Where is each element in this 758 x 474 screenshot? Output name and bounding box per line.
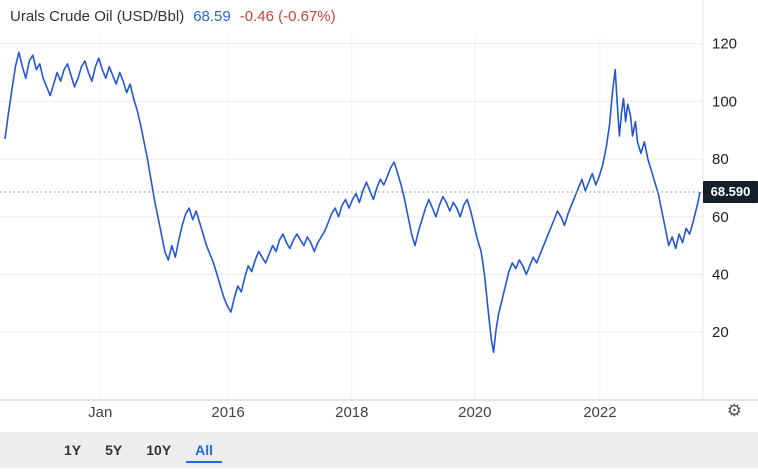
range-button-10y[interactable]: 10Y [137,437,180,463]
y-tick-label: 60 [712,209,729,226]
range-toolbar: 1Y 5Y 10Y All [0,432,758,468]
range-button-1y[interactable]: 1Y [55,437,90,463]
last-price: 68.59 [193,8,231,25]
range-button-all[interactable]: All [186,437,223,463]
price-line[interactable] [4,51,701,354]
chart-header: Urals Crude Oil (USD/Bbl) 68.59 -0.46 (-0.… [10,8,336,25]
range-button-5y[interactable]: 5Y [96,437,131,463]
y-tick-label: 20 [712,324,729,341]
y-tick-label: 120 [712,36,737,53]
x-tick-label: 2022 [583,404,616,421]
y-tick-label: 80 [712,151,729,168]
x-tick-label: Jan [88,404,112,421]
y-tick-label: 100 [712,93,737,110]
price-change: -0.46 (-0.67%) [239,8,336,25]
gear-icon[interactable]: ⚙ [726,401,742,420]
x-tick-label: 2020 [458,404,491,421]
y-tick-label: 40 [712,266,729,283]
instrument-title: Urals Crude Oil (USD/Bbl) [10,8,185,25]
current-price-badge: 68.590 [703,180,758,203]
x-tick-label: 2016 [211,404,244,421]
price-chart[interactable]: 120 100 80 60 40 20 Jan 2016 2018 2020 2022 [0,0,758,430]
x-tick-label: 2018 [335,404,368,421]
